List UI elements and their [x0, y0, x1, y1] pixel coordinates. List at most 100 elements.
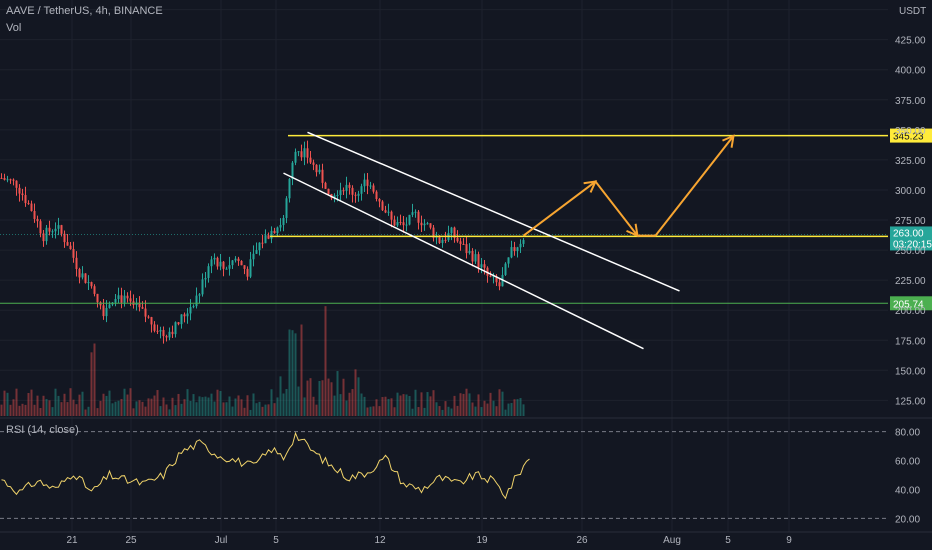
- volume-bar: [174, 405, 177, 416]
- candle-body: [459, 241, 462, 244]
- arrow-head-1: [583, 180, 598, 193]
- volume-bar: [12, 399, 15, 416]
- candle-body: [30, 203, 33, 211]
- descending-channel[interactable]: [283, 131, 680, 350]
- volume-bar: [264, 404, 267, 416]
- candle-body: [474, 254, 477, 262]
- level-tag-resistance: [890, 128, 932, 143]
- candle-body: [324, 182, 327, 189]
- candle-body: [213, 257, 216, 260]
- volume-bar: [471, 402, 474, 416]
- volume-bar: [495, 406, 498, 416]
- volume-bar: [159, 406, 162, 416]
- candle-body: [426, 223, 429, 225]
- time-tick-label: 12: [374, 535, 386, 546]
- candle-body: [108, 304, 111, 308]
- time-tick-label: 5: [273, 535, 279, 546]
- volume-bar: [237, 395, 240, 416]
- candle-body: [261, 242, 264, 244]
- volume-bar: [240, 399, 243, 416]
- candle-body: [477, 254, 480, 268]
- candle-body: [288, 178, 291, 199]
- candle-body: [42, 233, 45, 242]
- volume-bar: [444, 401, 447, 416]
- volume-bar: [330, 382, 333, 416]
- volume-bar: [135, 401, 138, 416]
- volume-bar: [57, 395, 60, 416]
- candle-body: [9, 179, 12, 181]
- volume-bar: [117, 400, 120, 416]
- price-tick-label: 125.00: [895, 396, 926, 407]
- candle-body: [258, 242, 261, 251]
- volume-bar: [513, 399, 516, 416]
- candle-body: [120, 295, 123, 303]
- candle-body: [522, 240, 525, 244]
- candle-body: [483, 264, 486, 268]
- candle-body: [45, 227, 48, 242]
- volume-bar: [69, 388, 72, 416]
- volume-bar: [342, 378, 345, 416]
- candle-body: [471, 250, 474, 262]
- candle-body: [204, 277, 207, 280]
- candle-body: [294, 151, 297, 163]
- candle-body: [246, 268, 249, 277]
- projection-arrows[interactable]: [522, 134, 735, 238]
- candle-body: [312, 162, 315, 165]
- volume-bar: [153, 395, 156, 416]
- volume-bar: [75, 404, 78, 416]
- channel-line-lower: [283, 172, 644, 350]
- candle-body: [27, 203, 30, 205]
- candle-body: [201, 279, 204, 295]
- volume-bar: [432, 390, 435, 416]
- candle-body: [309, 157, 312, 163]
- candle-body: [255, 250, 258, 254]
- volume-bar: [420, 392, 423, 416]
- volume-bar: [456, 405, 459, 416]
- candle-body: [186, 313, 189, 317]
- candle-body: [147, 316, 150, 318]
- candle-body: [333, 195, 336, 199]
- volume-bar: [417, 407, 420, 416]
- candle-body: [444, 239, 447, 241]
- rsi-tick-label: 60.00: [895, 457, 920, 468]
- volume-bar: [111, 403, 114, 416]
- price-tick-label: 175.00: [895, 336, 926, 347]
- volume-bar: [375, 399, 378, 416]
- price-tick-label: 275.00: [895, 216, 926, 227]
- candle-body: [159, 330, 162, 332]
- rsi-tick-label: 20.00: [895, 514, 920, 525]
- volume-bar: [108, 390, 111, 416]
- candle-body: [66, 242, 69, 246]
- candle-body: [285, 198, 288, 218]
- time-tick-label: Aug: [663, 535, 681, 546]
- candle-body: [270, 230, 273, 239]
- volume-bar: [168, 409, 171, 416]
- currency-label: USDT: [899, 6, 927, 17]
- volume-bar: [225, 402, 228, 416]
- volume-bar: [222, 402, 225, 416]
- volume-bar: [207, 397, 210, 416]
- volume-bar: [414, 389, 417, 416]
- candle-timer-label: 03:20:15: [893, 239, 932, 250]
- volume-bar: [282, 393, 285, 416]
- volume-bar: [129, 388, 132, 416]
- candle-body: [141, 307, 144, 309]
- volume-bar: [189, 400, 192, 416]
- volume-bars: [0, 306, 525, 416]
- candle-body: [495, 276, 498, 283]
- volume-bar: [204, 396, 207, 416]
- time-tick-label: 26: [576, 535, 588, 546]
- volume-bar: [435, 402, 438, 416]
- candle-body: [291, 162, 294, 179]
- candle-body: [486, 267, 489, 276]
- candle-body: [510, 247, 513, 258]
- candle-body: [138, 302, 141, 308]
- volume-bar: [27, 392, 30, 416]
- candle-body: [267, 235, 270, 239]
- channel-line-upper: [307, 131, 680, 292]
- candle-body: [519, 243, 522, 248]
- candle-body: [183, 314, 186, 317]
